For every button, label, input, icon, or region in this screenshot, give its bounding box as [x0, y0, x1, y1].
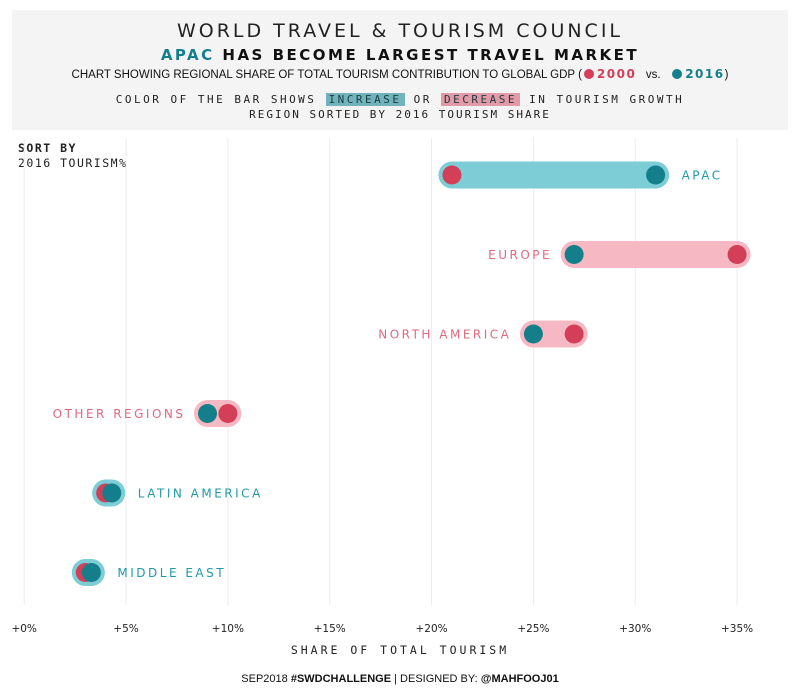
- region-label: MIDDLE EAST: [117, 566, 226, 580]
- subtitle-accent: APAC: [160, 46, 215, 64]
- description-text: CHART SHOWING REGIONAL SHARE OF TOTAL TO…: [71, 69, 582, 81]
- point-2000: [564, 324, 584, 344]
- note-or: OR: [413, 93, 432, 106]
- sort-value[interactable]: 2016 TOURISM%: [18, 156, 128, 170]
- point-2000: [218, 404, 238, 423]
- sort-label: SORT BY: [18, 141, 77, 155]
- chart-description: CHART SHOWING REGIONAL SHARE OF TOTAL TO…: [12, 67, 788, 81]
- subtitle-rest: HAS BECOME LARGEST TRAVEL MARKET: [214, 46, 640, 64]
- sort-note: REGION SORTED BY 2016 TOURISM SHARE: [249, 108, 551, 121]
- region-label: LATIN AMERICA: [138, 487, 263, 501]
- point-2016: [646, 165, 666, 185]
- point-2016: [523, 324, 543, 344]
- sort-control[interactable]: SORT BY 2016 TOURISM%: [18, 141, 128, 171]
- increase-tag: INCREASE: [325, 93, 405, 106]
- point-2016: [198, 404, 217, 423]
- x-tick-label: +15%: [314, 623, 346, 635]
- color-note: COLOR OF THE BAR SHOWS INCREASE OR DECRE…: [12, 93, 788, 106]
- legend-2016-label: 2016: [685, 67, 725, 81]
- note-prefix: COLOR OF THE BAR SHOWS: [115, 93, 317, 106]
- point-2016: [564, 245, 584, 264]
- x-tick-label: +0%: [11, 623, 36, 635]
- x-tick-label: +30%: [619, 623, 651, 635]
- legend-2000-label: 2000: [596, 67, 637, 81]
- region-label: APAC: [682, 169, 723, 183]
- region-label: EUROPE: [488, 248, 552, 262]
- point-2000: [442, 165, 462, 185]
- decrease-tag: DECREASE: [441, 93, 521, 106]
- x-tick-label: +35%: [721, 623, 753, 635]
- chart-title: WORLD TRAVEL & TOURISM COUNCIL: [176, 20, 624, 42]
- region-label: NORTH AMERICA: [378, 328, 511, 342]
- footer-author: @MAHFOOJ01: [480, 673, 559, 685]
- x-tick-label: +20%: [415, 623, 447, 635]
- point-2016: [81, 563, 101, 582]
- legend-vs: vs.: [645, 69, 661, 81]
- region-label: OTHER REGIONS: [53, 407, 186, 421]
- point-2000: [727, 245, 747, 264]
- point-2016: [102, 483, 122, 503]
- footer-prefix: SEP2018: [241, 673, 291, 685]
- legend-2000-dot: [583, 69, 594, 79]
- chart-subtitle: APAC HAS BECOME LARGEST TRAVEL MARKET: [12, 46, 788, 64]
- x-tick-label: +5%: [113, 623, 138, 635]
- description-end: ): [724, 69, 729, 81]
- x-tick-label: +25%: [517, 623, 549, 635]
- legend-2016-dot: [672, 69, 683, 79]
- footer: SEP2018 #SWDCHALLENGE | DESIGNED BY: @MA…: [0, 673, 800, 685]
- x-tick-label: +10%: [212, 623, 244, 635]
- footer-hashtag: #SWDCHALLENGE: [290, 673, 392, 685]
- note-suffix: IN TOURISM GROWTH: [529, 93, 685, 106]
- x-axis-title: SHARE OF TOTAL TOURISM: [290, 643, 510, 657]
- chart-header: WORLD TRAVEL & TOURISM COUNCIL APAC HAS …: [12, 10, 788, 130]
- footer-middle: | DESIGNED BY:: [391, 673, 481, 685]
